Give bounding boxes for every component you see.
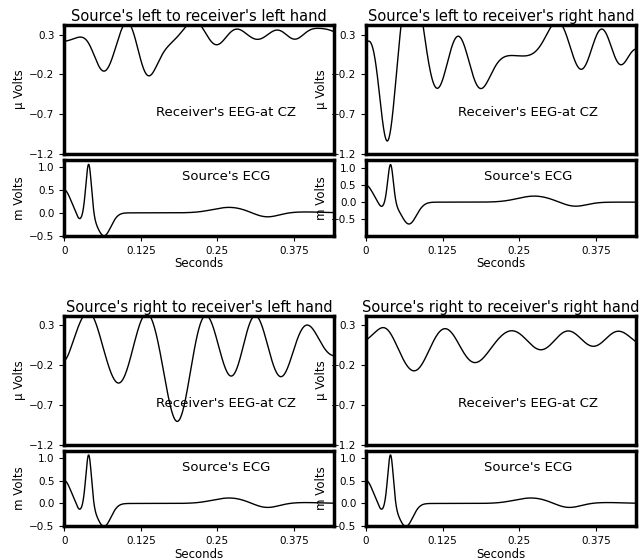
Y-axis label: m Volts: m Volts (13, 466, 26, 510)
Y-axis label: μ Volts: μ Volts (315, 69, 328, 109)
Text: Source's ECG: Source's ECG (483, 170, 572, 183)
Text: Receiver's EEG-at CZ: Receiver's EEG-at CZ (458, 397, 598, 410)
Text: Receiver's EEG-at CZ: Receiver's EEG-at CZ (458, 106, 598, 119)
X-axis label: Seconds: Seconds (476, 548, 525, 560)
Title: Source's left to receiver's right hand: Source's left to receiver's right hand (367, 9, 634, 24)
Y-axis label: m Volts: m Volts (315, 176, 328, 220)
Title: Source's right to receiver's left hand: Source's right to receiver's left hand (65, 300, 333, 315)
Y-axis label: m Volts: m Volts (315, 466, 328, 510)
Y-axis label: m Volts: m Volts (13, 176, 26, 220)
Text: Source's ECG: Source's ECG (182, 170, 270, 183)
Y-axis label: μ Volts: μ Volts (315, 360, 328, 400)
Text: Source's ECG: Source's ECG (182, 461, 270, 474)
Y-axis label: μ Volts: μ Volts (13, 69, 26, 109)
X-axis label: Seconds: Seconds (476, 257, 525, 270)
Title: Source's right to receiver's right hand: Source's right to receiver's right hand (362, 300, 639, 315)
Text: Receiver's EEG-at CZ: Receiver's EEG-at CZ (156, 106, 296, 119)
Title: Source's left to receiver's left hand: Source's left to receiver's left hand (71, 9, 327, 24)
Y-axis label: μ Volts: μ Volts (13, 360, 26, 400)
X-axis label: Seconds: Seconds (175, 257, 223, 270)
X-axis label: Seconds: Seconds (175, 548, 223, 560)
Text: Receiver's EEG-at CZ: Receiver's EEG-at CZ (156, 397, 296, 410)
Text: Source's ECG: Source's ECG (483, 461, 572, 474)
